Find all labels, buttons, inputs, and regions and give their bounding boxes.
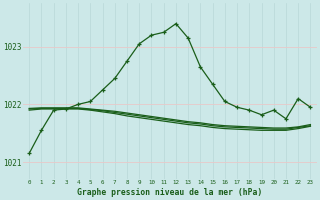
X-axis label: Graphe pression niveau de la mer (hPa): Graphe pression niveau de la mer (hPa) xyxy=(77,188,262,197)
